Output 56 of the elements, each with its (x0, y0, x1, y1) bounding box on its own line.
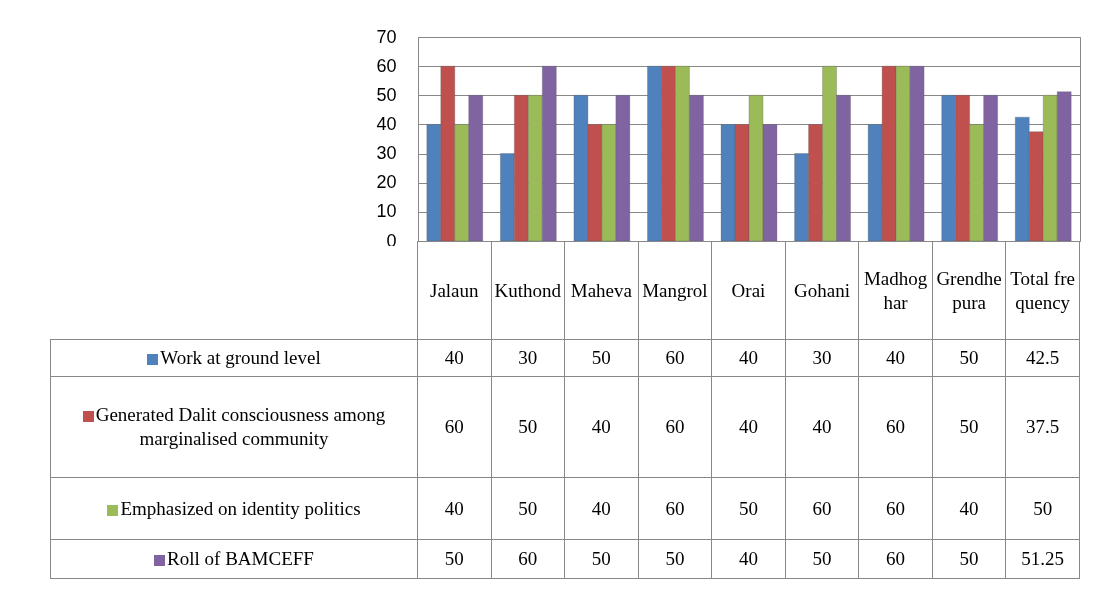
data-label: 42.5 (1005, 339, 1080, 377)
y-tick-label: 60 (376, 55, 397, 76)
legend-label: Work at ground level (50, 339, 418, 377)
x-tick-label: Kuthond (491, 241, 565, 340)
data-label: 50 (638, 539, 712, 579)
data-label: 50 (932, 376, 1006, 478)
data-label: 50 (564, 539, 639, 579)
y-tick-label: 40 (376, 113, 397, 134)
y-tick-label: 50 (376, 84, 397, 105)
x-tick-label: Orai (711, 241, 786, 340)
data-label: 40 (711, 339, 786, 377)
data-label: 30 (491, 339, 565, 377)
y-tick-label: 70 (376, 26, 397, 47)
data-label: 40 (417, 339, 492, 377)
data-label: 40 (785, 376, 859, 478)
x-tick-label: Grendhepura (932, 241, 1006, 340)
data-label: 40 (564, 477, 639, 540)
x-tick-label: Maheva (564, 241, 639, 340)
data-label: 30 (785, 339, 859, 377)
y-tick-label: 0 (386, 230, 397, 251)
data-label: 50 (564, 339, 639, 377)
data-label: 50 (785, 539, 859, 579)
data-label: 50 (932, 539, 1006, 579)
data-label: 50 (1005, 477, 1080, 540)
data-label: 50 (491, 376, 565, 478)
data-label: 60 (638, 477, 712, 540)
data-label: 40 (932, 477, 1006, 540)
data-label: 50 (711, 477, 786, 540)
x-tick-label: Gohani (785, 241, 859, 340)
data-label: 60 (858, 477, 933, 540)
x-tick-label: Jalaun (417, 241, 492, 340)
legend-label: Roll of BAMCEFF (50, 539, 418, 579)
y-tick-label: 10 (376, 201, 397, 222)
data-label: 40 (711, 539, 786, 579)
data-label: 60 (858, 539, 933, 579)
x-tick-label: Total frequency (1005, 241, 1080, 340)
y-tick-label: 30 (376, 143, 397, 164)
data-label: 40 (417, 477, 492, 540)
x-tick-label: Mangrol (638, 241, 712, 340)
data-label: 60 (638, 376, 712, 478)
data-label: 50 (417, 539, 492, 579)
data-label: 51.25 (1005, 539, 1080, 579)
data-label: 50 (932, 339, 1006, 377)
legend-label: Emphasized on identity politics (50, 477, 418, 540)
data-label: 40 (858, 339, 933, 377)
data-label: 40 (564, 376, 639, 478)
data-label: 60 (858, 376, 933, 478)
x-tick-label: Madhoghar (858, 241, 933, 340)
data-label: 60 (638, 339, 712, 377)
data-label: 60 (785, 477, 859, 540)
legend-label: Generated Dalit consciousness among marginalised community (50, 376, 418, 478)
data-label: 37.5 (1005, 376, 1080, 478)
data-label: 60 (491, 539, 565, 579)
data-label: 40 (711, 376, 786, 478)
y-tick-label: 20 (376, 172, 397, 193)
data-label: 50 (491, 477, 565, 540)
